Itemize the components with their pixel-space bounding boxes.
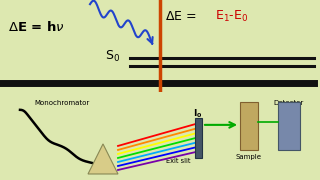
Text: Detector: Detector — [274, 100, 304, 106]
Bar — [195, 118, 202, 158]
Text: Sample: Sample — [236, 154, 262, 160]
Text: $\Delta$E =: $\Delta$E = — [165, 10, 198, 23]
Text: Monochromator: Monochromator — [34, 100, 90, 106]
Text: S$_0$: S$_0$ — [105, 49, 120, 64]
Text: Exit slit: Exit slit — [166, 158, 190, 164]
Text: $\bf{I_0}$: $\bf{I_0}$ — [193, 108, 203, 120]
Text: E$_1$-E$_0$: E$_1$-E$_0$ — [215, 9, 248, 24]
Bar — [240, 102, 258, 150]
Text: $\Delta$E = h$\nu$: $\Delta$E = h$\nu$ — [8, 20, 65, 34]
Polygon shape — [88, 144, 118, 174]
Bar — [278, 102, 300, 150]
